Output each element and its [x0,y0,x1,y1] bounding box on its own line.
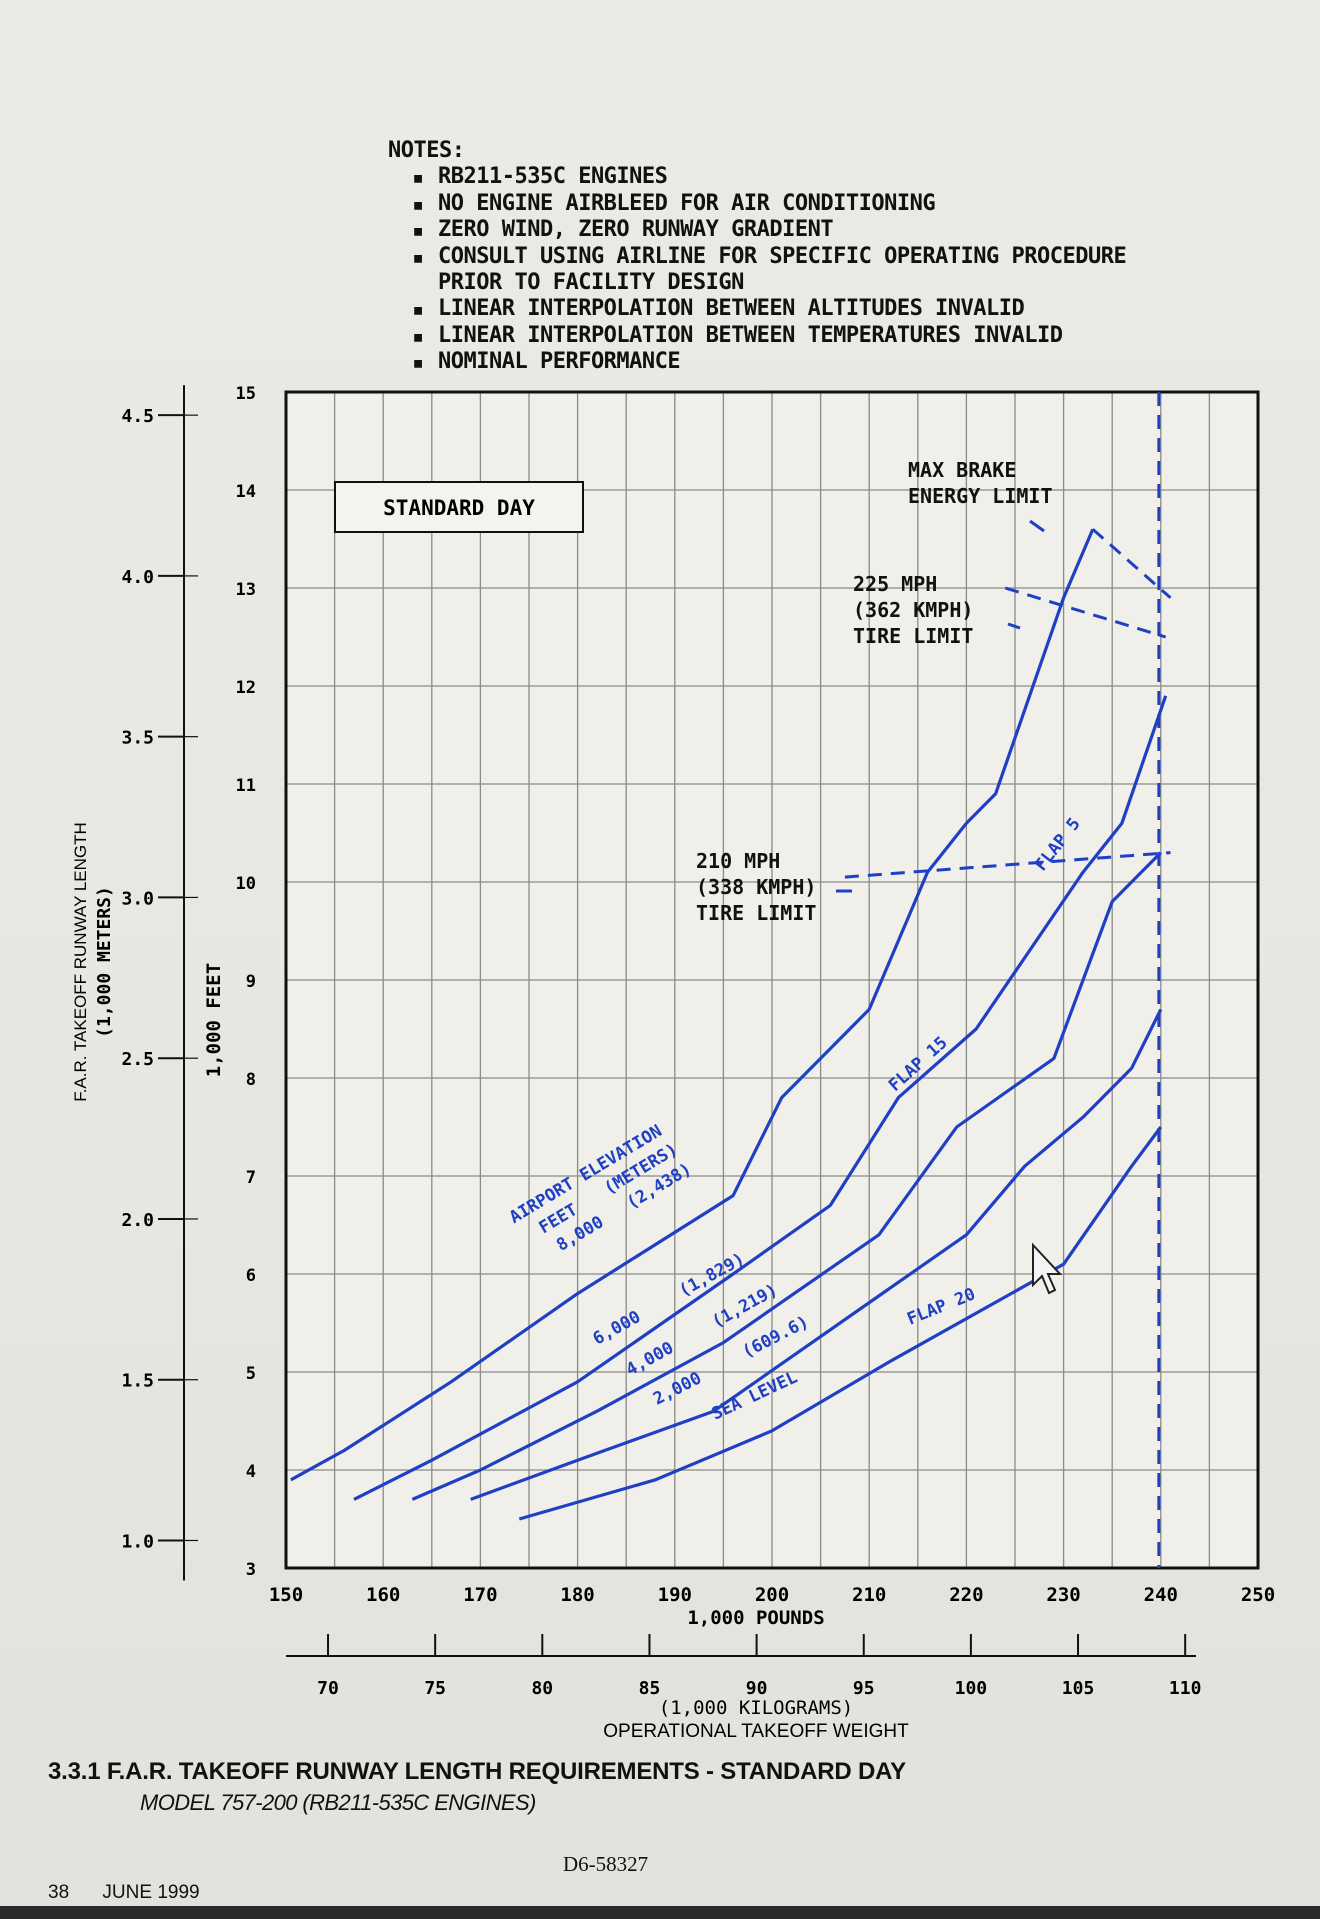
x-tick-label: 170 [463,1584,497,1606]
bottom-edge [0,1906,1320,1919]
x-tick-label: 180 [560,1584,594,1606]
plot-border [284,390,1260,1570]
notes-list: RB211-535C ENGINES NO ENGINE AIRBLEED FO… [388,164,1148,376]
caption-subtitle: MODEL 757-200 (RB211-535C ENGINES) [140,1790,536,1815]
y-axis-label-feet: 1,000 FEET [203,963,225,1077]
series-line [470,1008,1163,1501]
note-item: LINEAR INTERPOLATION BETWEEN ALTITUDES I… [388,296,1148,323]
standard-day-label: STANDARD DAY [383,496,535,520]
note-item: ZERO WIND, ZERO RUNWAY GRADIENT [388,217,1148,244]
x-axis-label-kilograms: (1,000 KILOGRAMS) [659,1697,853,1719]
series-line [290,528,1095,1482]
meters-tick-label: 1.0 [121,1531,154,1552]
series-line [411,851,1162,1501]
meters-tick-label: 3.5 [121,728,154,749]
takeoff-runway-chart: STANDARD DAY 150 160 170 180 190 200 210 220 230… [71,384,1275,1742]
series-layer [290,528,1168,1521]
meters-tick-label: 2.0 [121,1210,154,1231]
x-tick-label: 250 [1241,1584,1275,1606]
y-tick-label: 8 [246,1070,256,1090]
page-footer: 38 JUNE 1999 [48,1882,228,1904]
y-tick-label: 5 [246,1364,256,1384]
document-number: D6-58327 [563,1852,649,1876]
x-tick-label: 230 [1046,1584,1080,1606]
x-tick-label: 220 [949,1584,983,1606]
meters-tick-label: 3.0 [121,888,154,909]
limit-label: 225 MPH [853,572,937,596]
note-item: RB211-535C ENGINES [388,164,1148,191]
standard-day-box [334,481,584,533]
limit-leader [1007,622,1021,630]
limit-label: TIRE LIMIT [853,624,973,648]
series-line [518,1126,1163,1521]
y-tick-label: 13 [236,580,256,600]
x-tick-label: 150 [269,1584,303,1606]
limit-line [844,851,1171,879]
meters-tick-label: 1.5 [121,1371,154,1392]
y-tick-label: 9 [246,972,256,992]
kilogram-tick-label: 110 [1169,1678,1202,1699]
x-tick-label: 160 [366,1584,400,1606]
limit-leader [1029,519,1045,533]
limit-label: ENERGY LIMIT [908,484,1053,508]
y-axis-label-meters: (1,000 METERS) [94,886,115,1038]
kilogram-tick-label: 100 [955,1678,988,1699]
notes-block: NOTES: RB211-535C ENGINES NO ENGINE AIRB… [388,138,1148,376]
caption-title: 3.3.1 F.A.R. TAKEOFF RUNWAY LENGTH REQUI… [48,1758,906,1785]
limit-label: MAX BRAKE [908,458,1016,482]
mouse-pointer-icon [1032,1242,1063,1295]
x-axis-label-weight: OPERATIONAL TAKEOFF WEIGHT [603,1721,909,1742]
y-tick-label: 6 [246,1266,256,1286]
kilogram-tick-label: 80 [531,1678,553,1699]
limit-label: (338 KMPH) [696,875,816,899]
limit-label: 210 MPH [696,849,780,873]
kilogram-tick-label: 85 [639,1678,661,1699]
page-number: 38 [48,1882,70,1903]
note-item: NO ENGINE AIRBLEED FOR AIR CONDITIONING [388,191,1148,218]
kilogram-tick-label: 70 [317,1678,339,1699]
y-tick-label: 10 [236,874,256,894]
notes-title: NOTES: [388,138,465,163]
kilogram-tick-label: 90 [746,1678,768,1699]
note-item: CONSULT USING AIRLINE FOR SPECIFIC OPERA… [388,244,1148,297]
limit-label: TIRE LIMIT [696,901,816,925]
y-tick-label: 7 [246,1168,256,1188]
x-tick-label: 210 [852,1584,886,1606]
y-tick-label: 15 [236,384,256,404]
kilogram-tick-label: 75 [424,1678,446,1699]
x-tick-label: 190 [658,1584,692,1606]
y-tick-label: 3 [246,1560,256,1580]
axis-ticks: 150 160 170 180 190 200 210 220 230 240 250 3 4 5 6 7 8 9… [121,384,1275,1699]
kilogram-tick-label: 105 [1062,1678,1095,1699]
meters-tick-label: 2.5 [121,1049,154,1070]
meters-tick-label: 4.5 [121,406,154,427]
footer-date: JUNE 1999 [102,1882,200,1903]
kilogram-tick-label: 95 [853,1678,875,1699]
limit-label: (362 KMPH) [853,598,973,622]
y-tick-label: 4 [246,1462,256,1482]
y-tick-label: 14 [236,482,256,502]
note-item: NOMINAL PERFORMANCE [388,349,1148,376]
x-tick-label: 200 [755,1584,789,1606]
limit-line [1091,528,1172,599]
y-tick-label: 11 [236,776,256,796]
y-axis-label-runway-length: F.A.R. TAKEOFF RUNWAY LENGTH [71,822,90,1102]
y-tick-label: 12 [236,678,256,698]
chart-grid [286,392,1258,1568]
series-line [353,695,1168,1501]
limit-line [1004,586,1167,639]
x-tick-label: 240 [1144,1584,1178,1606]
x-axis-label-pounds: 1,000 POUNDS [687,1607,824,1629]
meters-tick-label: 4.0 [121,567,154,588]
note-item: LINEAR INTERPOLATION BETWEEN TEMPERATURE… [388,323,1148,350]
figure-caption: 3.3.1 F.A.R. TAKEOFF RUNWAY LENGTH REQUI… [48,1758,1248,1816]
